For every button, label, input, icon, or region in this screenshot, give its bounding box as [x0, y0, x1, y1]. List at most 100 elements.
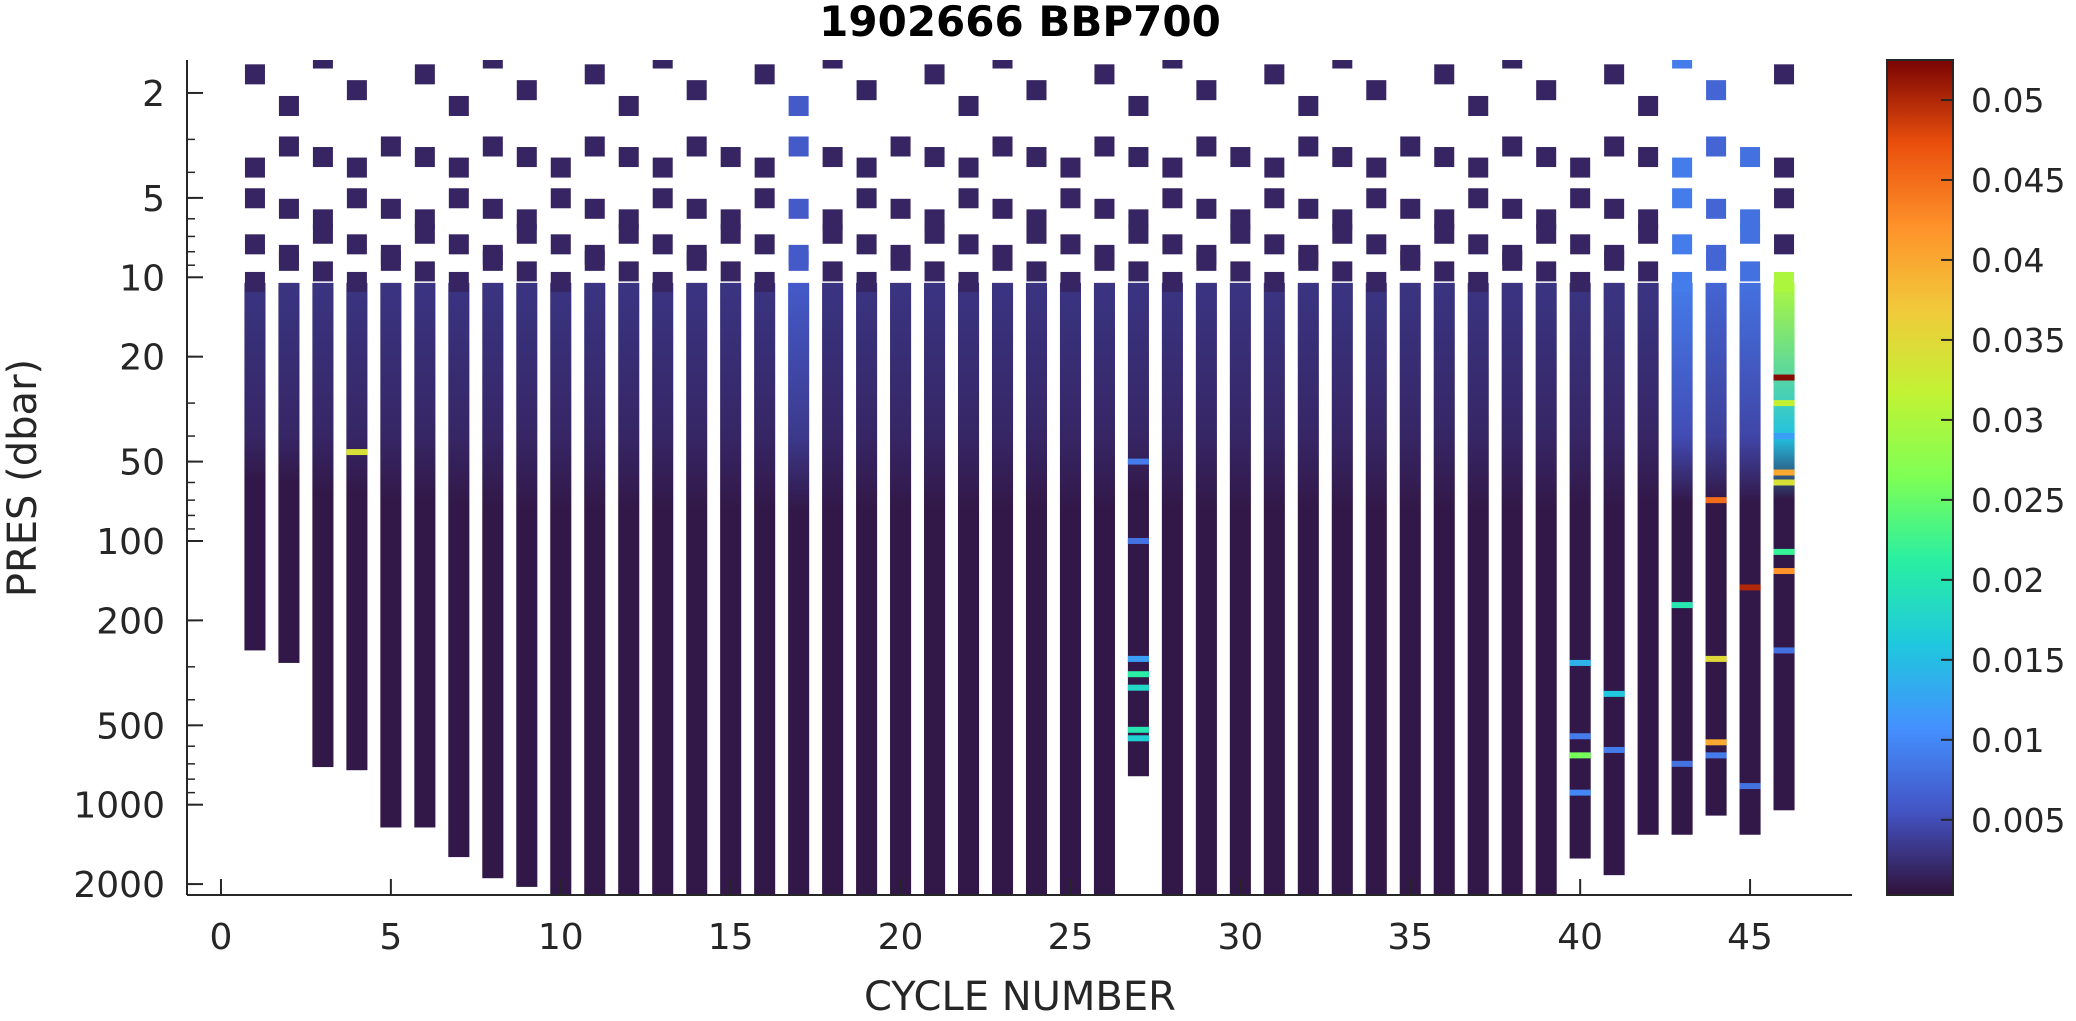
- y-tick-label: 10: [119, 258, 165, 299]
- surface-sample-cycle-34: [1366, 80, 1387, 101]
- surface-sample-cycle-44: [1706, 80, 1727, 101]
- surface-sample-cycle-46: [1774, 64, 1795, 85]
- surface-sample-cycle-8: [482, 198, 503, 219]
- surface-sample-cycle-36: [1434, 223, 1455, 244]
- surface-sample-cycle-21: [924, 147, 945, 168]
- surface-sample-cycle-35: [1400, 250, 1421, 271]
- surface-sample-cycle-14: [686, 80, 707, 101]
- surface-sample-cycle-45: [1740, 147, 1761, 168]
- surface-sample-cycle-19: [856, 234, 877, 255]
- surface-sample-cycle-23: [992, 198, 1013, 219]
- surface-sample-cycle-19: [856, 80, 877, 101]
- surface-sample-cycle-4: [346, 271, 367, 292]
- surface-sample-cycle-18: [822, 147, 843, 168]
- spike-cycle-46: [1773, 479, 1795, 486]
- surface-sample-cycle-30: [1230, 223, 1251, 244]
- spike-cycle-44: [1705, 739, 1727, 746]
- surface-sample-cycle-6: [414, 261, 435, 282]
- surface-sample-cycle-34: [1366, 271, 1387, 292]
- surface-sample-cycle-38: [1502, 136, 1523, 157]
- surface-sample-cycle-9: [516, 261, 537, 282]
- surface-sample-cycle-15: [720, 147, 741, 168]
- surface-sample-cycle-29: [1196, 136, 1217, 157]
- surface-sample-cycle-28: [1162, 188, 1183, 209]
- colorbar-tick-label: 0.05: [1971, 81, 2044, 120]
- surface-sample-cycle-12: [618, 95, 639, 116]
- surface-sample-cycle-26: [1094, 64, 1115, 85]
- surface-sample-cycle-42: [1638, 147, 1659, 168]
- surface-sample-cycle-24: [1026, 261, 1047, 282]
- profile-column-cycle-43: [1671, 282, 1693, 835]
- surface-sample-cycle-5: [380, 198, 401, 219]
- surface-sample-cycle-14: [686, 136, 707, 157]
- spike-cycle-27: [1127, 671, 1149, 678]
- profile-column-cycle-20: [890, 282, 912, 895]
- profile-column-cycle-33: [1331, 282, 1353, 895]
- surface-sample-cycle-36: [1434, 64, 1455, 85]
- surface-sample-cycle-16: [754, 188, 775, 209]
- surface-sample-cycle-39: [1536, 261, 1557, 282]
- surface-sample-cycle-43: [1672, 271, 1693, 292]
- surface-sample-cycle-42: [1638, 95, 1659, 116]
- surface-sample-cycle-4: [346, 234, 367, 255]
- surface-sample-cycle-7: [448, 188, 469, 209]
- x-tick-label: 0: [210, 917, 233, 958]
- surface-sample-cycle-22: [958, 234, 979, 255]
- surface-sample-cycle-3: [312, 223, 333, 244]
- x-tick-label: 20: [878, 917, 924, 958]
- surface-sample-cycle-17: [788, 250, 809, 271]
- x-tick-label: 45: [1727, 917, 1773, 958]
- surface-sample-cycle-11: [584, 64, 605, 85]
- colorbar-tick-label: 0.045: [1971, 161, 2065, 200]
- surface-sample-cycle-6: [414, 147, 435, 168]
- surface-sample-cycle-1: [244, 64, 265, 85]
- surface-sample-cycle-14: [686, 250, 707, 271]
- spike-cycle-46: [1773, 469, 1795, 476]
- surface-sample-cycle-12: [618, 147, 639, 168]
- surface-sample-cycle-27: [1128, 261, 1149, 282]
- surface-sample-cycle-32: [1298, 198, 1319, 219]
- spike-cycle-44: [1705, 752, 1727, 759]
- profile-column-cycle-12: [618, 282, 640, 895]
- colorbar-tick-label: 0.035: [1971, 321, 2065, 360]
- colorbar: 0.005 0.01 0.015 0.02 0.025 0.03 0.035 0.04 0.04…: [1886, 59, 2065, 896]
- surface-sample-cycle-4: [346, 188, 367, 209]
- surface-sample-cycle-46: [1774, 188, 1795, 209]
- surface-sample-cycle-29: [1196, 250, 1217, 271]
- surface-sample-cycle-13: [652, 188, 673, 209]
- profile-columns: [244, 60, 1795, 895]
- surface-sample-cycle-7: [448, 234, 469, 255]
- x-tick-label: 15: [708, 917, 754, 958]
- surface-sample-cycle-17: [788, 136, 809, 157]
- profile-column-cycle-21: [924, 282, 946, 895]
- profile-column-cycle-40: [1569, 282, 1591, 859]
- surface-sample-cycle-39: [1536, 147, 1557, 168]
- surface-sample-cycle-32: [1298, 136, 1319, 157]
- profile-column-cycle-25: [1059, 282, 1082, 895]
- surface-sample-cycle-13: [652, 60, 673, 69]
- surface-sample-cycle-6: [414, 223, 435, 244]
- colorbar-tick-label: 0.03: [1971, 401, 2044, 440]
- surface-sample-cycle-34: [1366, 188, 1387, 209]
- surface-sample-cycle-25: [1060, 234, 1081, 255]
- profile-column-cycle-4: [346, 282, 368, 771]
- spike-cycle-45: [1739, 783, 1761, 790]
- surface-sample-cycle-22: [958, 157, 979, 178]
- spike-cycle-40: [1569, 659, 1591, 666]
- x-tick-label: 10: [538, 917, 584, 958]
- spike-cycle-44: [1705, 655, 1727, 662]
- spike-cycle-41: [1603, 690, 1625, 697]
- x-tick-label: 30: [1217, 917, 1263, 958]
- surface-sample-cycle-41: [1604, 250, 1625, 271]
- profile-column-cycle-37: [1467, 282, 1489, 895]
- surface-sample-cycle-39: [1536, 80, 1557, 101]
- surface-sample-cycle-27: [1128, 223, 1149, 244]
- spike-cycle-40: [1569, 789, 1591, 796]
- surface-sample-cycle-41: [1604, 64, 1625, 85]
- spike-cycle-4: [346, 449, 368, 456]
- profile-column-cycle-28: [1161, 282, 1183, 895]
- surface-sample-cycle-41: [1604, 198, 1625, 219]
- profile-column-cycle-16: [754, 282, 776, 895]
- surface-sample-cycle-12: [618, 261, 639, 282]
